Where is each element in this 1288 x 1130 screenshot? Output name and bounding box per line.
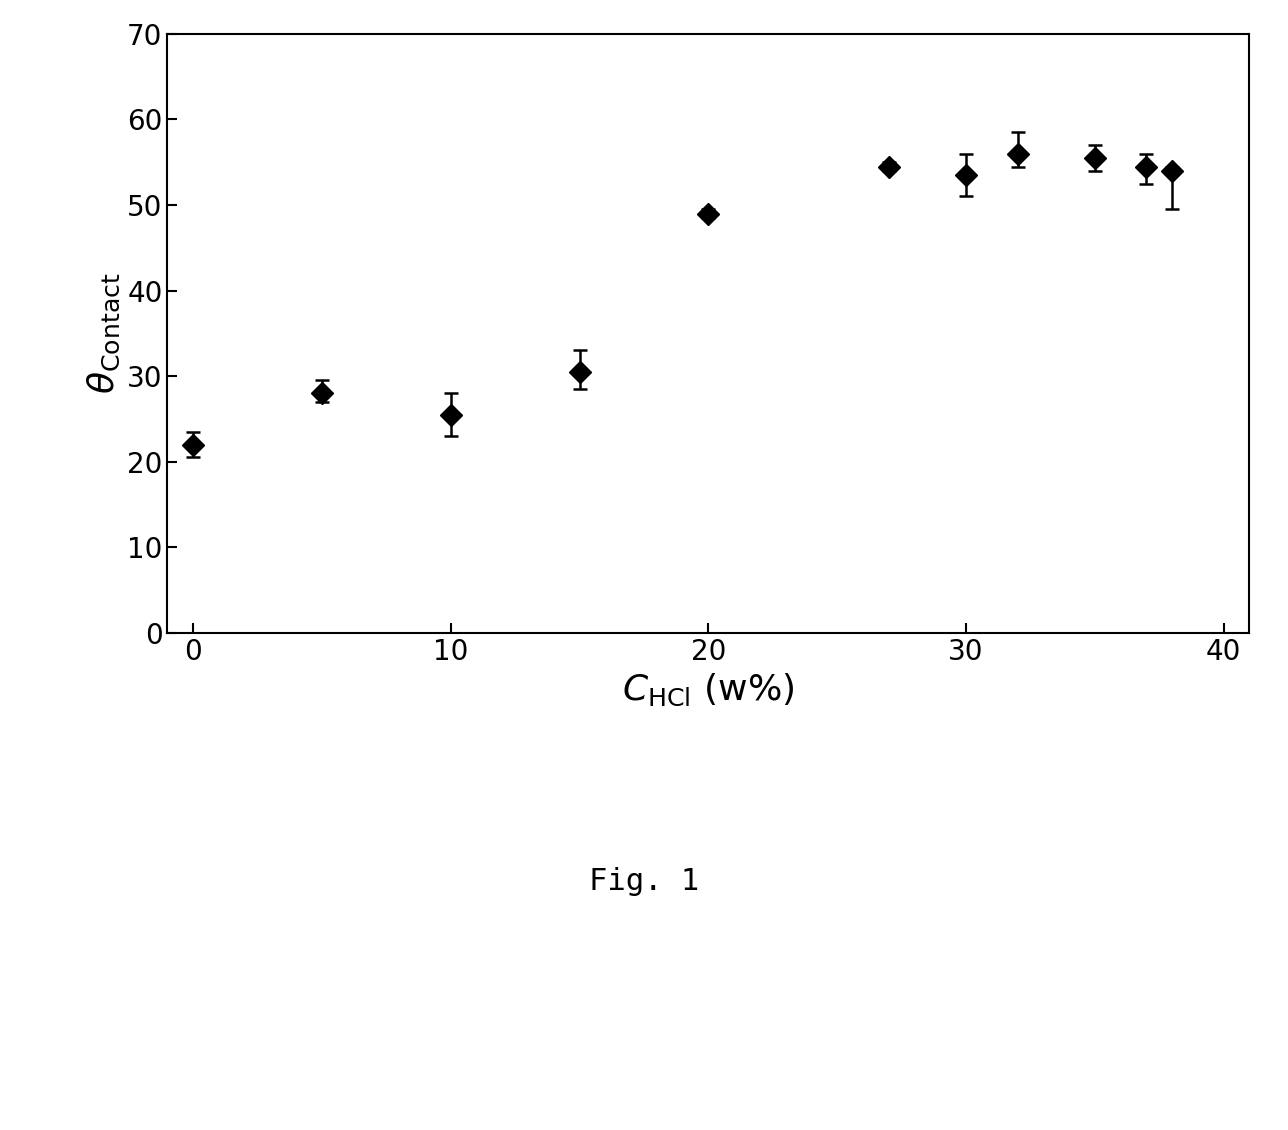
- X-axis label: $\mathit{C}_{\mathrm{HCl}}$ (w%): $\mathit{C}_{\mathrm{HCl}}$ (w%): [622, 671, 795, 707]
- Text: Fig. 1: Fig. 1: [589, 867, 699, 896]
- Y-axis label: $\theta_{\mathrm{Contact}}$: $\theta_{\mathrm{Contact}}$: [85, 272, 121, 394]
